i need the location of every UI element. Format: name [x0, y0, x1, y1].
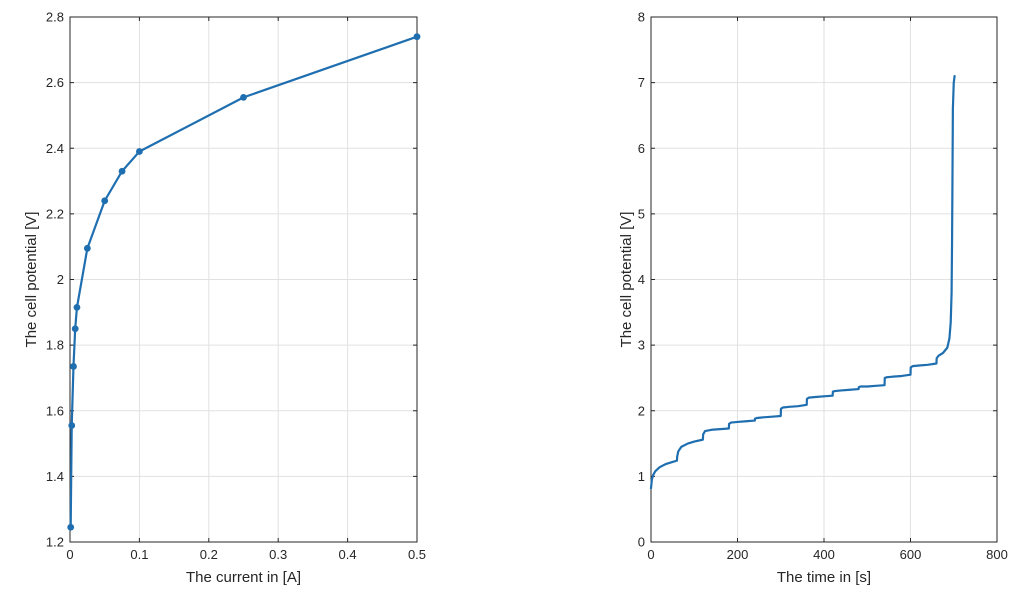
y-tick-label: 6 [638, 141, 645, 156]
x-tick-label: 0.2 [200, 547, 218, 562]
x-tick-label: 0 [66, 547, 73, 562]
data-point [118, 167, 126, 175]
x-tick-label: 200 [727, 547, 749, 562]
y-tick-label: 2.8 [46, 10, 64, 25]
y-tick-label: 2 [57, 272, 64, 287]
y-tick-label: 2.2 [46, 206, 64, 221]
data-point [101, 197, 109, 205]
data-point [240, 93, 247, 101]
y-tick-label: 0 [638, 535, 645, 550]
data-point [70, 363, 77, 370]
y-tick-label: 4 [638, 272, 645, 287]
y-tick-label: 2 [638, 403, 645, 418]
x-tick-label: 400 [813, 547, 835, 562]
y-tick-label: 2.4 [46, 141, 64, 156]
data-point [136, 148, 143, 155]
y-tick-label: 8 [638, 10, 645, 25]
y-axis-label: The cell potential [V] [618, 212, 635, 348]
series-line-polarization [69, 35, 419, 529]
x-axis-label: The current in [A] [186, 569, 301, 586]
y-tick-label: 1 [638, 469, 645, 484]
data-point [71, 325, 79, 333]
chart-polarization: 0 0.1 0.2 0.3 0.4 0.5 1.2 1.4 1.6 1.8 2 2.2 2.4 2.6 2.… [23, 10, 426, 587]
y-axis-label: The cell potential [V] [23, 212, 40, 348]
x-tick-label: 600 [900, 547, 922, 562]
y-tick-label: 1.6 [46, 403, 64, 418]
y-tick-label: 1.4 [46, 469, 64, 484]
y-tick-label: 3 [638, 338, 645, 353]
x-tick-label: 0.3 [269, 547, 287, 562]
data-point [68, 422, 76, 429]
x-tick-label: 0 [647, 547, 654, 562]
y-tick-label: 5 [638, 206, 645, 221]
x-tick-label: 0.1 [130, 547, 148, 562]
series-line-discharge [649, 74, 956, 490]
y-tick-label: 1.8 [46, 338, 64, 353]
x-tick-label: 800 [986, 547, 1008, 562]
chart-discharge: 0 200 400 600 800 0 1 2 3 4 5 6 7 8 The time in [s] The… [618, 10, 1008, 587]
data-point [413, 33, 421, 41]
data-point [73, 303, 81, 311]
x-tick-label: 0.4 [339, 547, 357, 562]
x-axis-label: The time in [s] [777, 569, 871, 586]
y-tick-label: 2.6 [46, 75, 64, 90]
x-tick-label: 0.5 [408, 547, 426, 562]
y-tick-label: 7 [638, 75, 645, 90]
data-point [67, 523, 75, 531]
y-tick-label: 1.2 [46, 535, 64, 550]
data-point [83, 244, 91, 252]
